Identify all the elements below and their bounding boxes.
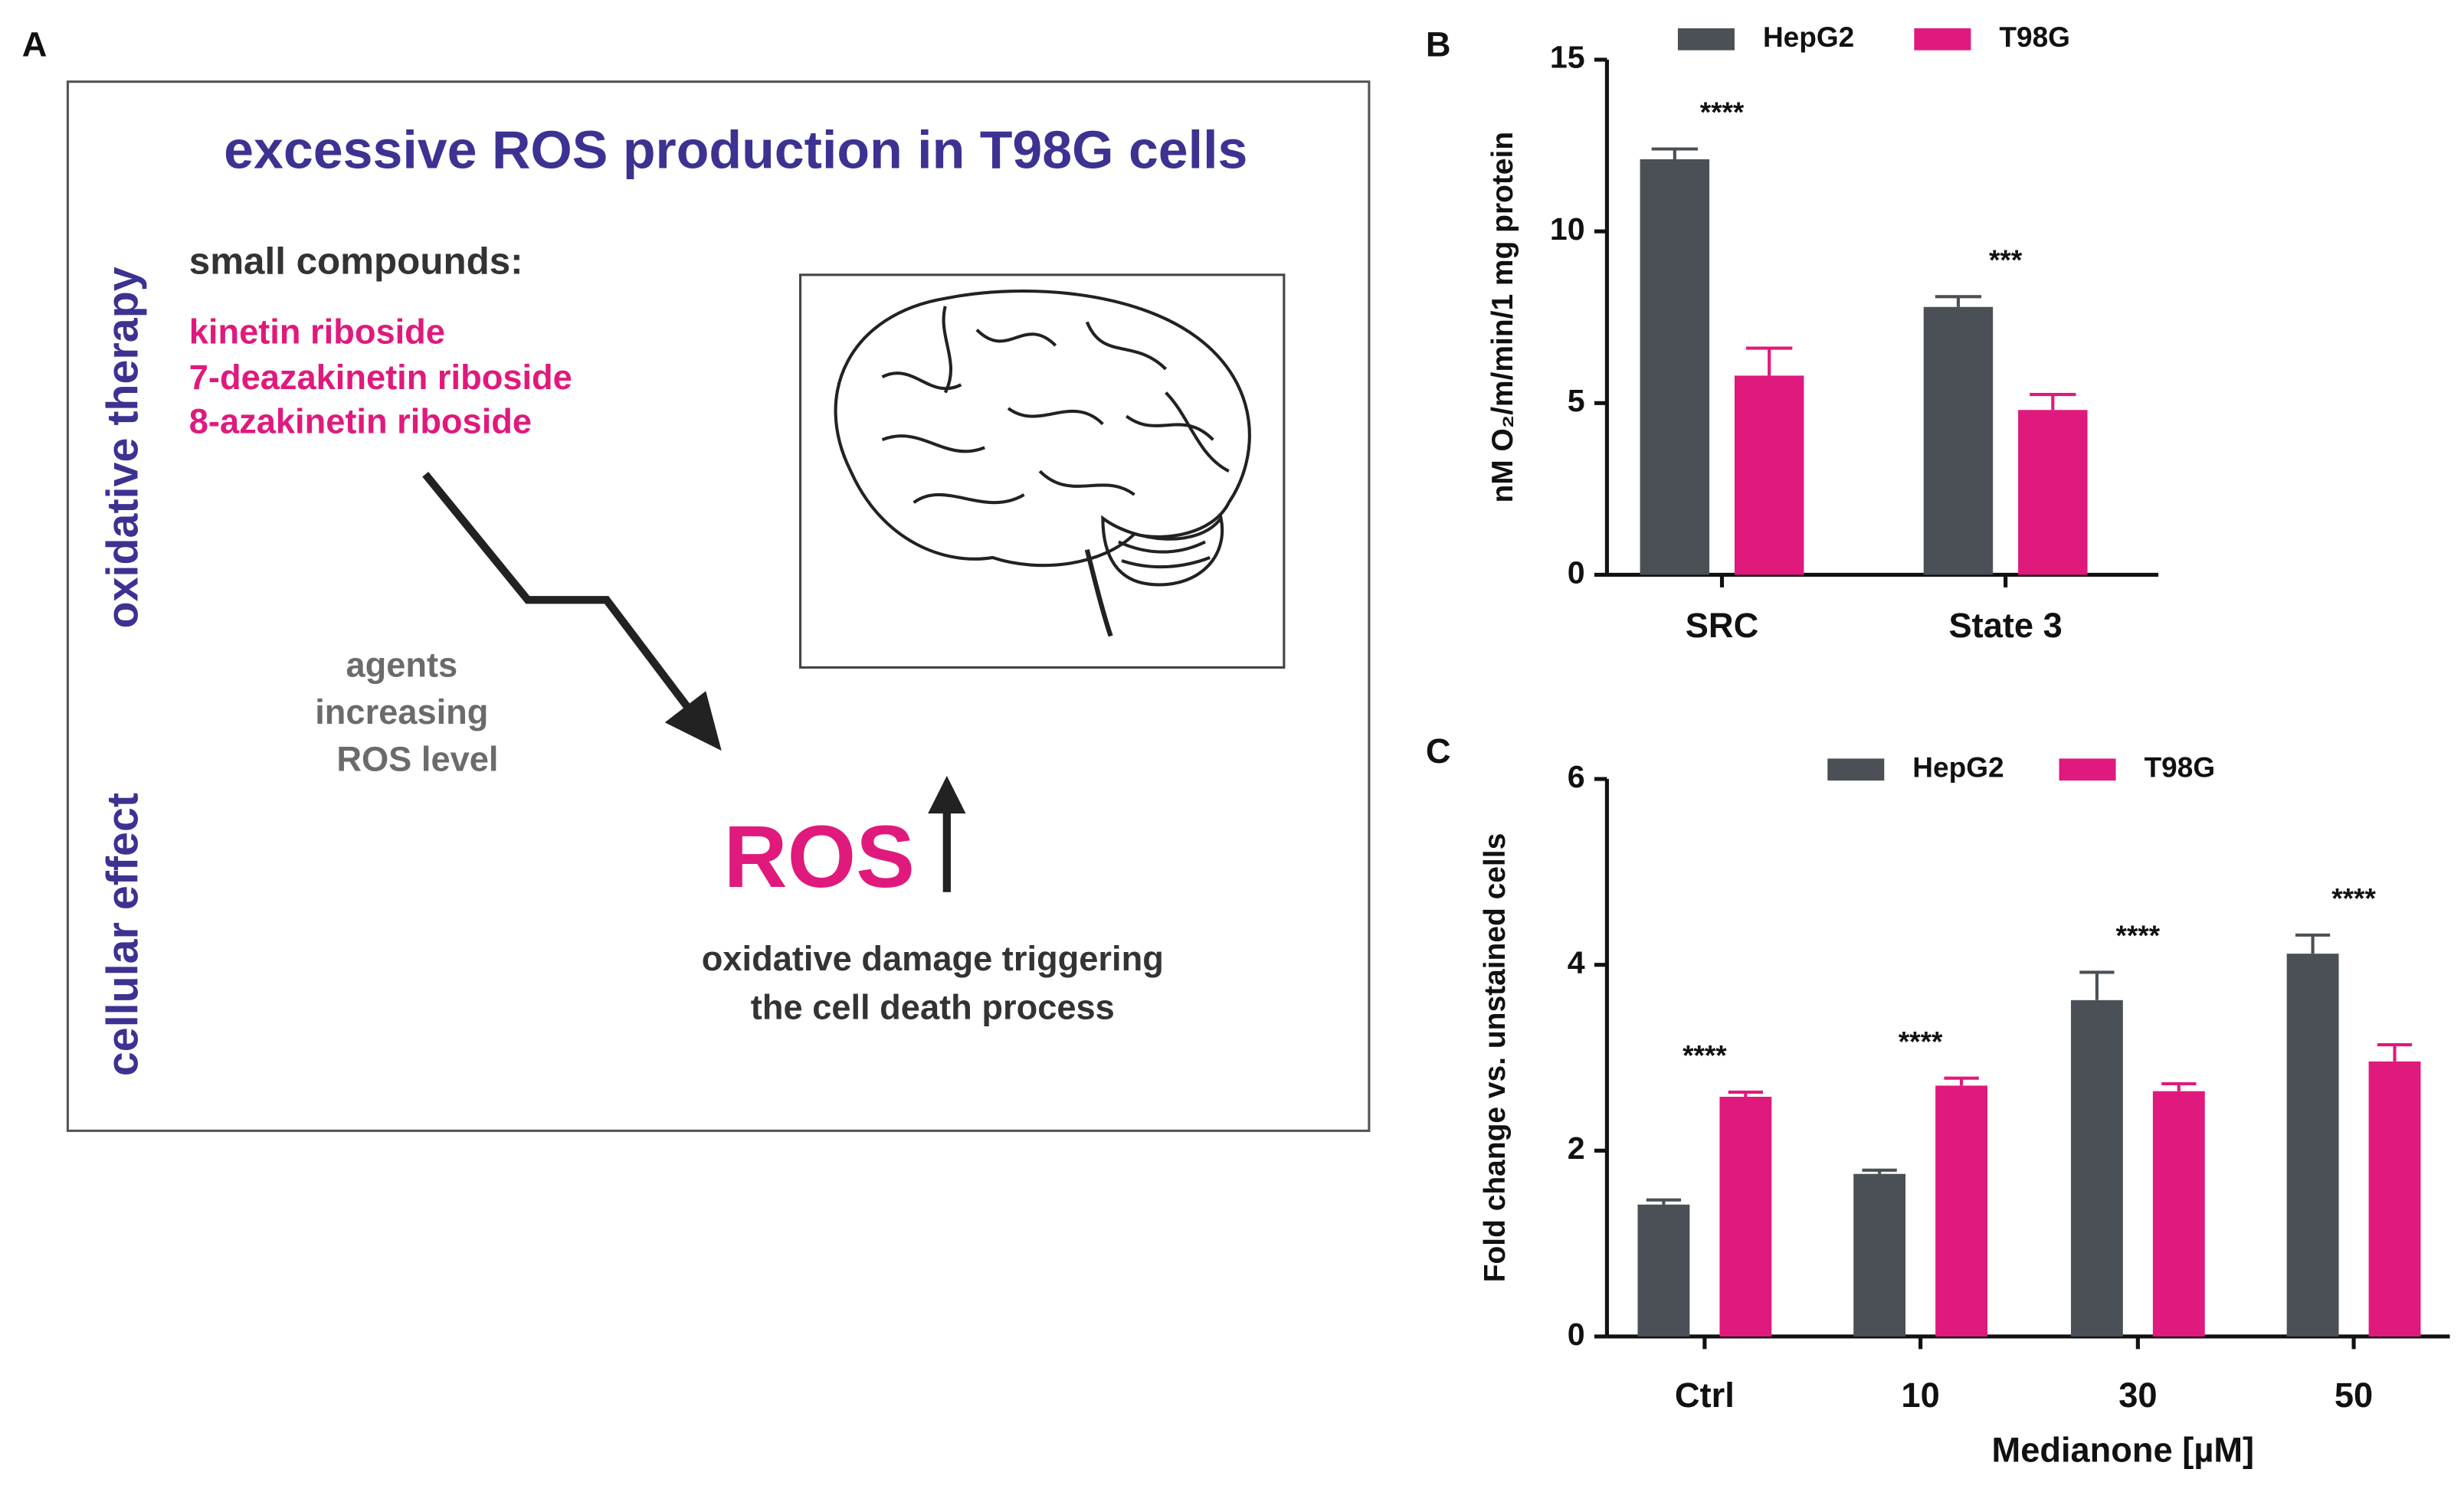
significance-label: **** <box>2116 920 2161 951</box>
legend-label: HepG2 <box>1763 21 1854 53</box>
panel-label: B <box>1426 25 1451 64</box>
y-axis-title: nM O₂/m/min/1 mg protein <box>1486 132 1519 503</box>
arrow <box>422 472 696 718</box>
x-tick-label: Ctrl <box>1675 1376 1735 1415</box>
compound: 8-azakinetin riboside <box>189 402 532 441</box>
legend-swatch <box>2059 758 2116 781</box>
error-bar <box>1651 147 1698 159</box>
error-bar <box>1646 1198 1682 1205</box>
diagram-frame <box>66 80 1371 1132</box>
legend-swatch <box>1914 28 1971 51</box>
legend-swatch <box>1677 28 1735 51</box>
x-tick-label: State 3 <box>1948 606 2062 645</box>
bar <box>1935 1085 1987 1337</box>
bar <box>2286 954 2339 1337</box>
agents-text: agents <box>346 645 457 684</box>
compound: 7-deazakinetin riboside <box>189 358 572 397</box>
x-tick-label: 10 <box>1901 1376 1939 1415</box>
significance-label: *** <box>1989 244 2023 276</box>
significance-label: **** <box>1683 1040 1727 1072</box>
legend-label: T98G <box>1999 21 2070 53</box>
effect-text: the cell death process <box>751 987 1115 1026</box>
compounds-heading: small compounds: <box>189 240 523 283</box>
y-tick-label: 0 <box>1568 555 1585 590</box>
bar <box>1923 306 1994 575</box>
effect-text: oxidative damage triggering <box>702 939 1164 978</box>
x-tick-label: 30 <box>2118 1376 2157 1415</box>
bar <box>1734 375 1804 575</box>
legend-label: T98G <box>2145 752 2216 784</box>
error-bar <box>1935 295 1982 307</box>
up-arrow-head <box>928 775 966 814</box>
x-axis-title: Medianone [µM] <box>1992 1431 2255 1470</box>
y-tick-label: 4 <box>1568 945 1585 980</box>
agents-text: ROS level <box>336 739 498 778</box>
y-axis-title: Fold change vs. unstained cells <box>1479 833 1512 1283</box>
error-bar <box>2030 393 2076 411</box>
y-tick-label: 0 <box>1568 1317 1585 1352</box>
diagram-title: excessive ROS production in T98G cells <box>224 119 1247 179</box>
y-tick-label: 2 <box>1568 1130 1585 1166</box>
bar <box>1640 159 1710 575</box>
error-bar <box>2161 1081 2197 1091</box>
legend-swatch <box>1827 758 1885 781</box>
error-bar <box>2377 1042 2413 1062</box>
significance-label: **** <box>1700 97 1745 128</box>
x-tick-label: 50 <box>2335 1376 2373 1415</box>
error-bar <box>1728 1090 1763 1097</box>
error-bar <box>1746 346 1793 376</box>
significance-label: **** <box>2331 883 2376 915</box>
agents-text: increasing <box>315 692 488 731</box>
error-bar <box>1944 1076 1979 1086</box>
bar <box>2070 1000 2123 1337</box>
bar <box>2018 410 2088 575</box>
significance-label: **** <box>1899 1026 1943 1057</box>
arrow-head <box>664 691 722 751</box>
side-label: oxidative therapy <box>99 267 148 628</box>
error-bar <box>1862 1168 1897 1174</box>
y-tick-label: 10 <box>1550 211 1585 247</box>
bar <box>2368 1061 2421 1337</box>
legend-label: HepG2 <box>1912 752 2004 784</box>
side-label: cellular effect <box>99 793 148 1076</box>
bar <box>2152 1091 2205 1337</box>
bar <box>1637 1204 1690 1337</box>
brain-illustration <box>799 273 1286 669</box>
error-bar <box>2079 970 2115 1000</box>
bar <box>1853 1173 1906 1337</box>
error-bar <box>2295 933 2331 954</box>
y-tick-label: 5 <box>1568 383 1585 418</box>
ros-text: ROS <box>723 808 915 906</box>
x-tick-label: SRC <box>1686 606 1758 645</box>
bar <box>1719 1096 1772 1337</box>
y-tick-label: 6 <box>1568 759 1585 794</box>
panel-label: C <box>1426 731 1451 771</box>
y-tick-label: 15 <box>1550 40 1585 75</box>
panel-label: A <box>22 25 48 64</box>
compound: kinetin riboside <box>189 312 445 352</box>
